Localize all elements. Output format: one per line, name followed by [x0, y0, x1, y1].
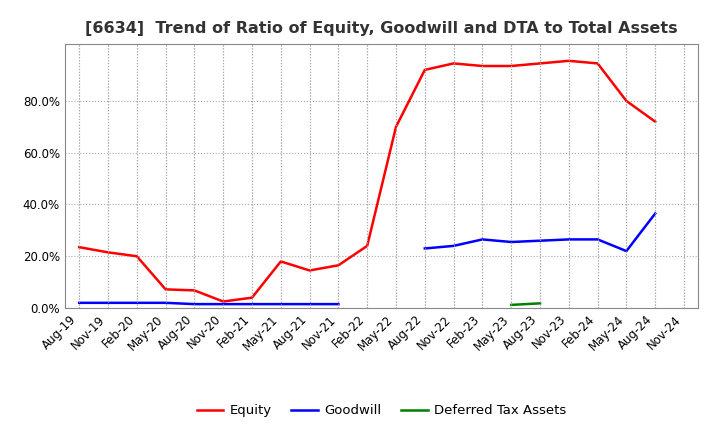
Equity [104, 250, 112, 255]
Deferred Tax Assets [536, 301, 544, 306]
Equity [593, 61, 602, 66]
Equity [536, 61, 544, 66]
Equity [276, 259, 285, 264]
Goodwill [161, 300, 170, 305]
Deferred Tax Assets [507, 302, 516, 308]
Equity [392, 124, 400, 129]
Legend: Equity, Goodwill, Deferred Tax Assets: Equity, Goodwill, Deferred Tax Assets [192, 399, 572, 423]
Title: [6634]  Trend of Ratio of Equity, Goodwill and DTA to Total Assets: [6634] Trend of Ratio of Equity, Goodwil… [85, 21, 678, 36]
Line: Equity: Equity [79, 61, 655, 301]
Equity [190, 288, 199, 293]
Goodwill [104, 300, 112, 305]
Equity [478, 63, 487, 69]
Line: Goodwill: Goodwill [79, 303, 338, 304]
Goodwill [248, 301, 256, 307]
Goodwill [219, 301, 228, 307]
Equity [420, 67, 429, 73]
Goodwill [334, 301, 343, 307]
Equity [248, 295, 256, 300]
Equity [622, 98, 631, 103]
Equity [161, 287, 170, 292]
Goodwill [132, 300, 141, 305]
Line: Deferred Tax Assets: Deferred Tax Assets [511, 303, 540, 305]
Equity [651, 119, 660, 124]
Goodwill [75, 300, 84, 305]
Equity [334, 263, 343, 268]
Equity [75, 245, 84, 250]
Equity [507, 63, 516, 69]
Goodwill [276, 301, 285, 307]
Equity [363, 243, 372, 249]
Equity [219, 299, 228, 304]
Goodwill [305, 301, 314, 307]
Equity [564, 58, 573, 63]
Equity [305, 268, 314, 273]
Equity [449, 61, 458, 66]
Goodwill [190, 301, 199, 307]
Equity [132, 253, 141, 259]
